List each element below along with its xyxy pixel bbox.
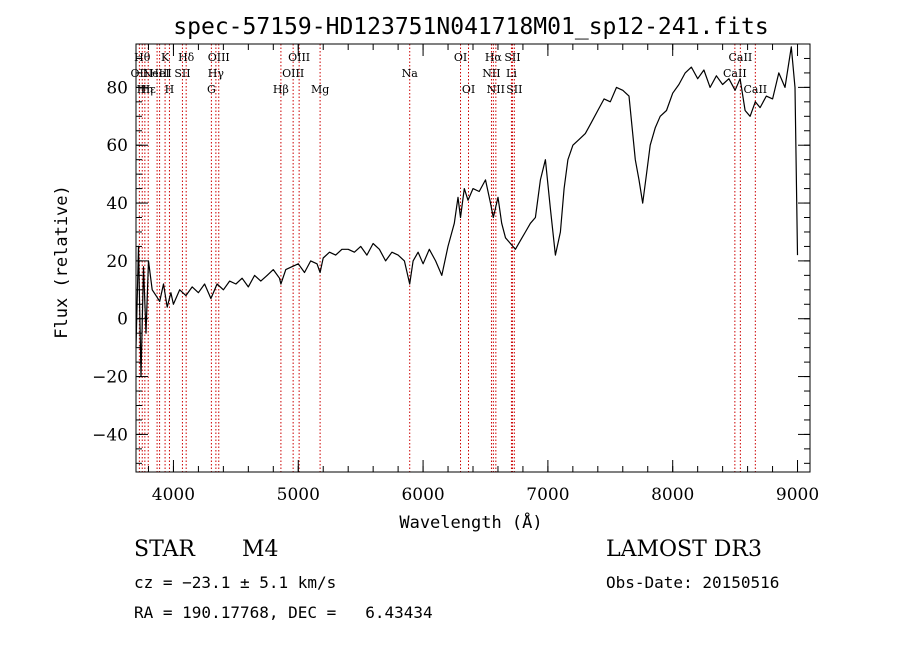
y-tick-label-4: 40: [106, 194, 128, 214]
series-layer: [135, 46, 799, 378]
line-marker-label-21: Hα: [485, 51, 503, 64]
line-markers: [138, 44, 756, 472]
y-tick-label-0: −40: [92, 425, 128, 445]
x-tick-label-0: 4000: [152, 485, 195, 505]
object-subclass: M4: [242, 537, 279, 562]
redshift-readout: cz = −23.1 ± 5.1 km/s: [134, 573, 337, 592]
line-marker-label-4: NeIII: [143, 67, 172, 80]
line-marker-label-11: Hγ: [208, 67, 225, 80]
line-marker-label-20: NII: [482, 67, 500, 80]
y-tick-label-3: 20: [106, 252, 128, 272]
line-marker-label-25: SII: [506, 83, 522, 96]
coordinates-readout: RA = 190.17768, DEC = 6.43434: [134, 603, 433, 622]
y-tick-label-6: 80: [106, 78, 128, 98]
line-marker-label-10: G: [207, 83, 216, 96]
line-marker-label-15: OIII: [288, 51, 310, 64]
y-tick-label-1: −20: [92, 368, 128, 388]
line-marker-label-5: HeI: [149, 67, 169, 80]
plot-frame: [135, 43, 811, 473]
line-marker-label-27: CaII: [729, 51, 753, 64]
line-marker-label-9: Hδ: [178, 51, 195, 64]
y-axis-label: Flux (relative): [52, 185, 72, 339]
object-class: STAR: [134, 537, 195, 562]
line-marker-label-19: OI: [462, 83, 475, 96]
line-marker-label-26: CaII: [723, 67, 747, 80]
y-tick-label-5: 60: [106, 136, 128, 156]
x-tick-label-1: 5000: [277, 485, 320, 505]
line-marker-label-24: SII: [504, 51, 520, 64]
chart-title: spec-57159-HD123751N041718M01_sp12-241.f…: [173, 14, 768, 40]
line-marker-label-6: K: [161, 51, 170, 64]
observation-date: Obs-Date: 20150516: [606, 573, 780, 592]
survey-name: LAMOST DR3: [606, 537, 762, 562]
y-tick-label-2: 0: [117, 310, 128, 330]
line-marker-label-12: OIII: [208, 51, 230, 64]
line-marker-label-3: Hε: [141, 83, 157, 96]
x-tick-label-5: 9000: [776, 485, 819, 505]
line-marker-label-18: OI: [454, 51, 467, 64]
axes: 4000 5000 6000 7000 8000 9000 −40 −20 0 20 40 60 80: [92, 43, 819, 505]
x-tick-label-3: 7000: [526, 485, 569, 505]
x-axis-label: Wavelength (Å): [399, 511, 542, 533]
line-marker-label-1: Hθ: [134, 51, 151, 64]
x-tick-label-4: 8000: [651, 485, 694, 505]
line-marker-label-0: OII: [131, 67, 149, 80]
series-line-0: [135, 46, 799, 378]
line-marker-label-17: Na: [402, 67, 419, 80]
line-marker-label-16: Mg: [311, 83, 329, 96]
line-marker-label-28: CaII: [743, 83, 767, 96]
line-marker-label-2: Hη: [137, 83, 153, 96]
line-marker-label-13: Hβ: [273, 83, 289, 96]
line-marker-label-23: Li: [506, 67, 517, 80]
line-marker-label-7: H: [165, 83, 175, 96]
line-marker-label-14: OIII: [282, 67, 304, 80]
line-marker-label-22: NII: [487, 83, 505, 96]
line-marker-label-8: SII: [174, 67, 190, 80]
x-tick-label-2: 6000: [401, 485, 444, 505]
